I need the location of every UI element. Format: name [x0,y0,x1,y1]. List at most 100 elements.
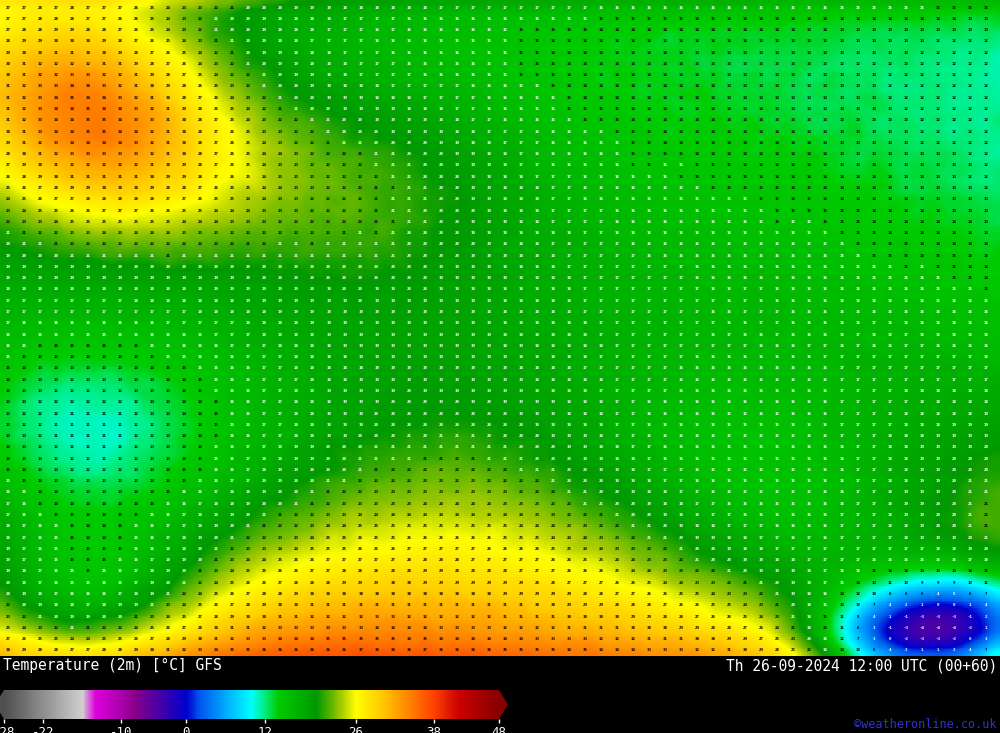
Text: 16: 16 [807,333,812,336]
Text: 19: 19 [503,377,508,382]
Text: 32: 32 [134,96,139,100]
Text: 20: 20 [374,265,379,269]
Text: 14: 14 [839,197,844,202]
Text: 19: 19 [294,6,299,10]
Text: 32: 32 [70,163,75,167]
Text: 28: 28 [134,51,139,55]
Text: 22: 22 [567,513,572,517]
Text: 30: 30 [647,626,652,630]
Text: 14: 14 [695,40,700,43]
Text: 19: 19 [358,377,363,382]
Text: 23: 23 [278,141,283,145]
Text: 32: 32 [54,152,59,156]
Text: 15: 15 [759,468,764,472]
Text: 27: 27 [470,547,475,551]
Text: 24: 24 [454,502,459,506]
Text: 12: 12 [54,457,59,460]
Text: 17: 17 [278,411,283,416]
Text: 17: 17 [631,423,636,427]
Text: 19: 19 [438,356,443,359]
Text: 17: 17 [535,163,540,167]
Text: 12: 12 [22,423,27,427]
Text: 25: 25 [278,558,283,562]
Text: 18: 18 [374,84,379,89]
Text: 20: 20 [342,468,347,472]
Text: 14: 14 [983,243,988,246]
Text: 27: 27 [342,558,347,562]
Text: 29: 29 [182,174,187,179]
Text: 13: 13 [935,197,940,202]
Text: 23: 23 [759,603,764,607]
Text: 17: 17 [775,310,780,314]
Text: 16: 16 [743,321,748,325]
Text: 16: 16 [214,468,219,472]
Text: 20: 20 [230,265,235,269]
Text: 17: 17 [855,457,860,460]
Text: 17: 17 [230,321,235,325]
Text: 18: 18 [535,377,540,382]
Text: 17: 17 [983,377,988,382]
Text: 17: 17 [679,265,684,269]
Text: 24: 24 [583,547,588,551]
Text: 19: 19 [278,62,283,66]
Text: 29: 29 [743,637,748,641]
Text: 29: 29 [535,592,540,596]
Text: 14: 14 [711,73,716,77]
Text: 17: 17 [679,356,684,359]
Text: 22: 22 [727,581,732,585]
Text: 16: 16 [823,536,828,539]
Text: 26: 26 [422,536,427,539]
Text: 18: 18 [535,287,540,292]
Text: 13: 13 [871,51,876,55]
Text: 19: 19 [983,434,988,438]
Text: 21: 21 [374,152,379,156]
Text: 18: 18 [951,411,956,416]
Text: 16: 16 [470,73,475,77]
Text: 14: 14 [775,174,780,179]
Text: 14: 14 [903,570,908,573]
Text: 18: 18 [182,547,187,551]
Text: 16: 16 [406,62,411,66]
Text: 14: 14 [599,96,604,100]
Text: 34: 34 [567,649,572,652]
Text: 16: 16 [134,558,139,562]
Text: 22: 22 [118,243,123,246]
Text: 19: 19 [294,73,299,77]
Text: 18: 18 [486,141,491,145]
Text: 19: 19 [358,411,363,416]
Text: 23: 23 [6,208,11,213]
Text: 17: 17 [6,310,11,314]
Text: 20: 20 [310,479,315,483]
Text: 15: 15 [631,130,636,133]
Text: 23: 23 [294,208,299,213]
Text: 17: 17 [390,73,395,77]
Text: 16: 16 [134,321,139,325]
Text: 14: 14 [631,118,636,122]
Text: 16: 16 [823,366,828,370]
Text: 16: 16 [823,276,828,280]
Text: 19: 19 [470,276,475,280]
Text: 33: 33 [70,73,75,77]
Text: 16: 16 [743,502,748,506]
Text: 18: 18 [150,287,155,292]
Text: 28: 28 [551,581,556,585]
Text: 16: 16 [679,377,684,382]
Text: 19: 19 [935,468,940,472]
Text: 18: 18 [294,344,299,348]
Text: 24: 24 [150,231,155,235]
Text: 19: 19 [326,287,331,292]
Text: 18: 18 [246,310,251,314]
Text: 19: 19 [86,276,91,280]
Text: 34: 34 [631,649,636,652]
Text: 17: 17 [519,152,524,156]
Text: 16: 16 [422,62,427,66]
Text: 21: 21 [150,603,155,607]
Text: 14: 14 [599,51,604,55]
Text: 17: 17 [38,570,43,573]
Text: 19: 19 [342,423,347,427]
Text: 24: 24 [326,524,331,528]
Text: 15: 15 [663,163,668,167]
Text: 25: 25 [166,220,171,224]
Text: 29: 29 [182,163,187,167]
Text: 31: 31 [134,174,139,179]
